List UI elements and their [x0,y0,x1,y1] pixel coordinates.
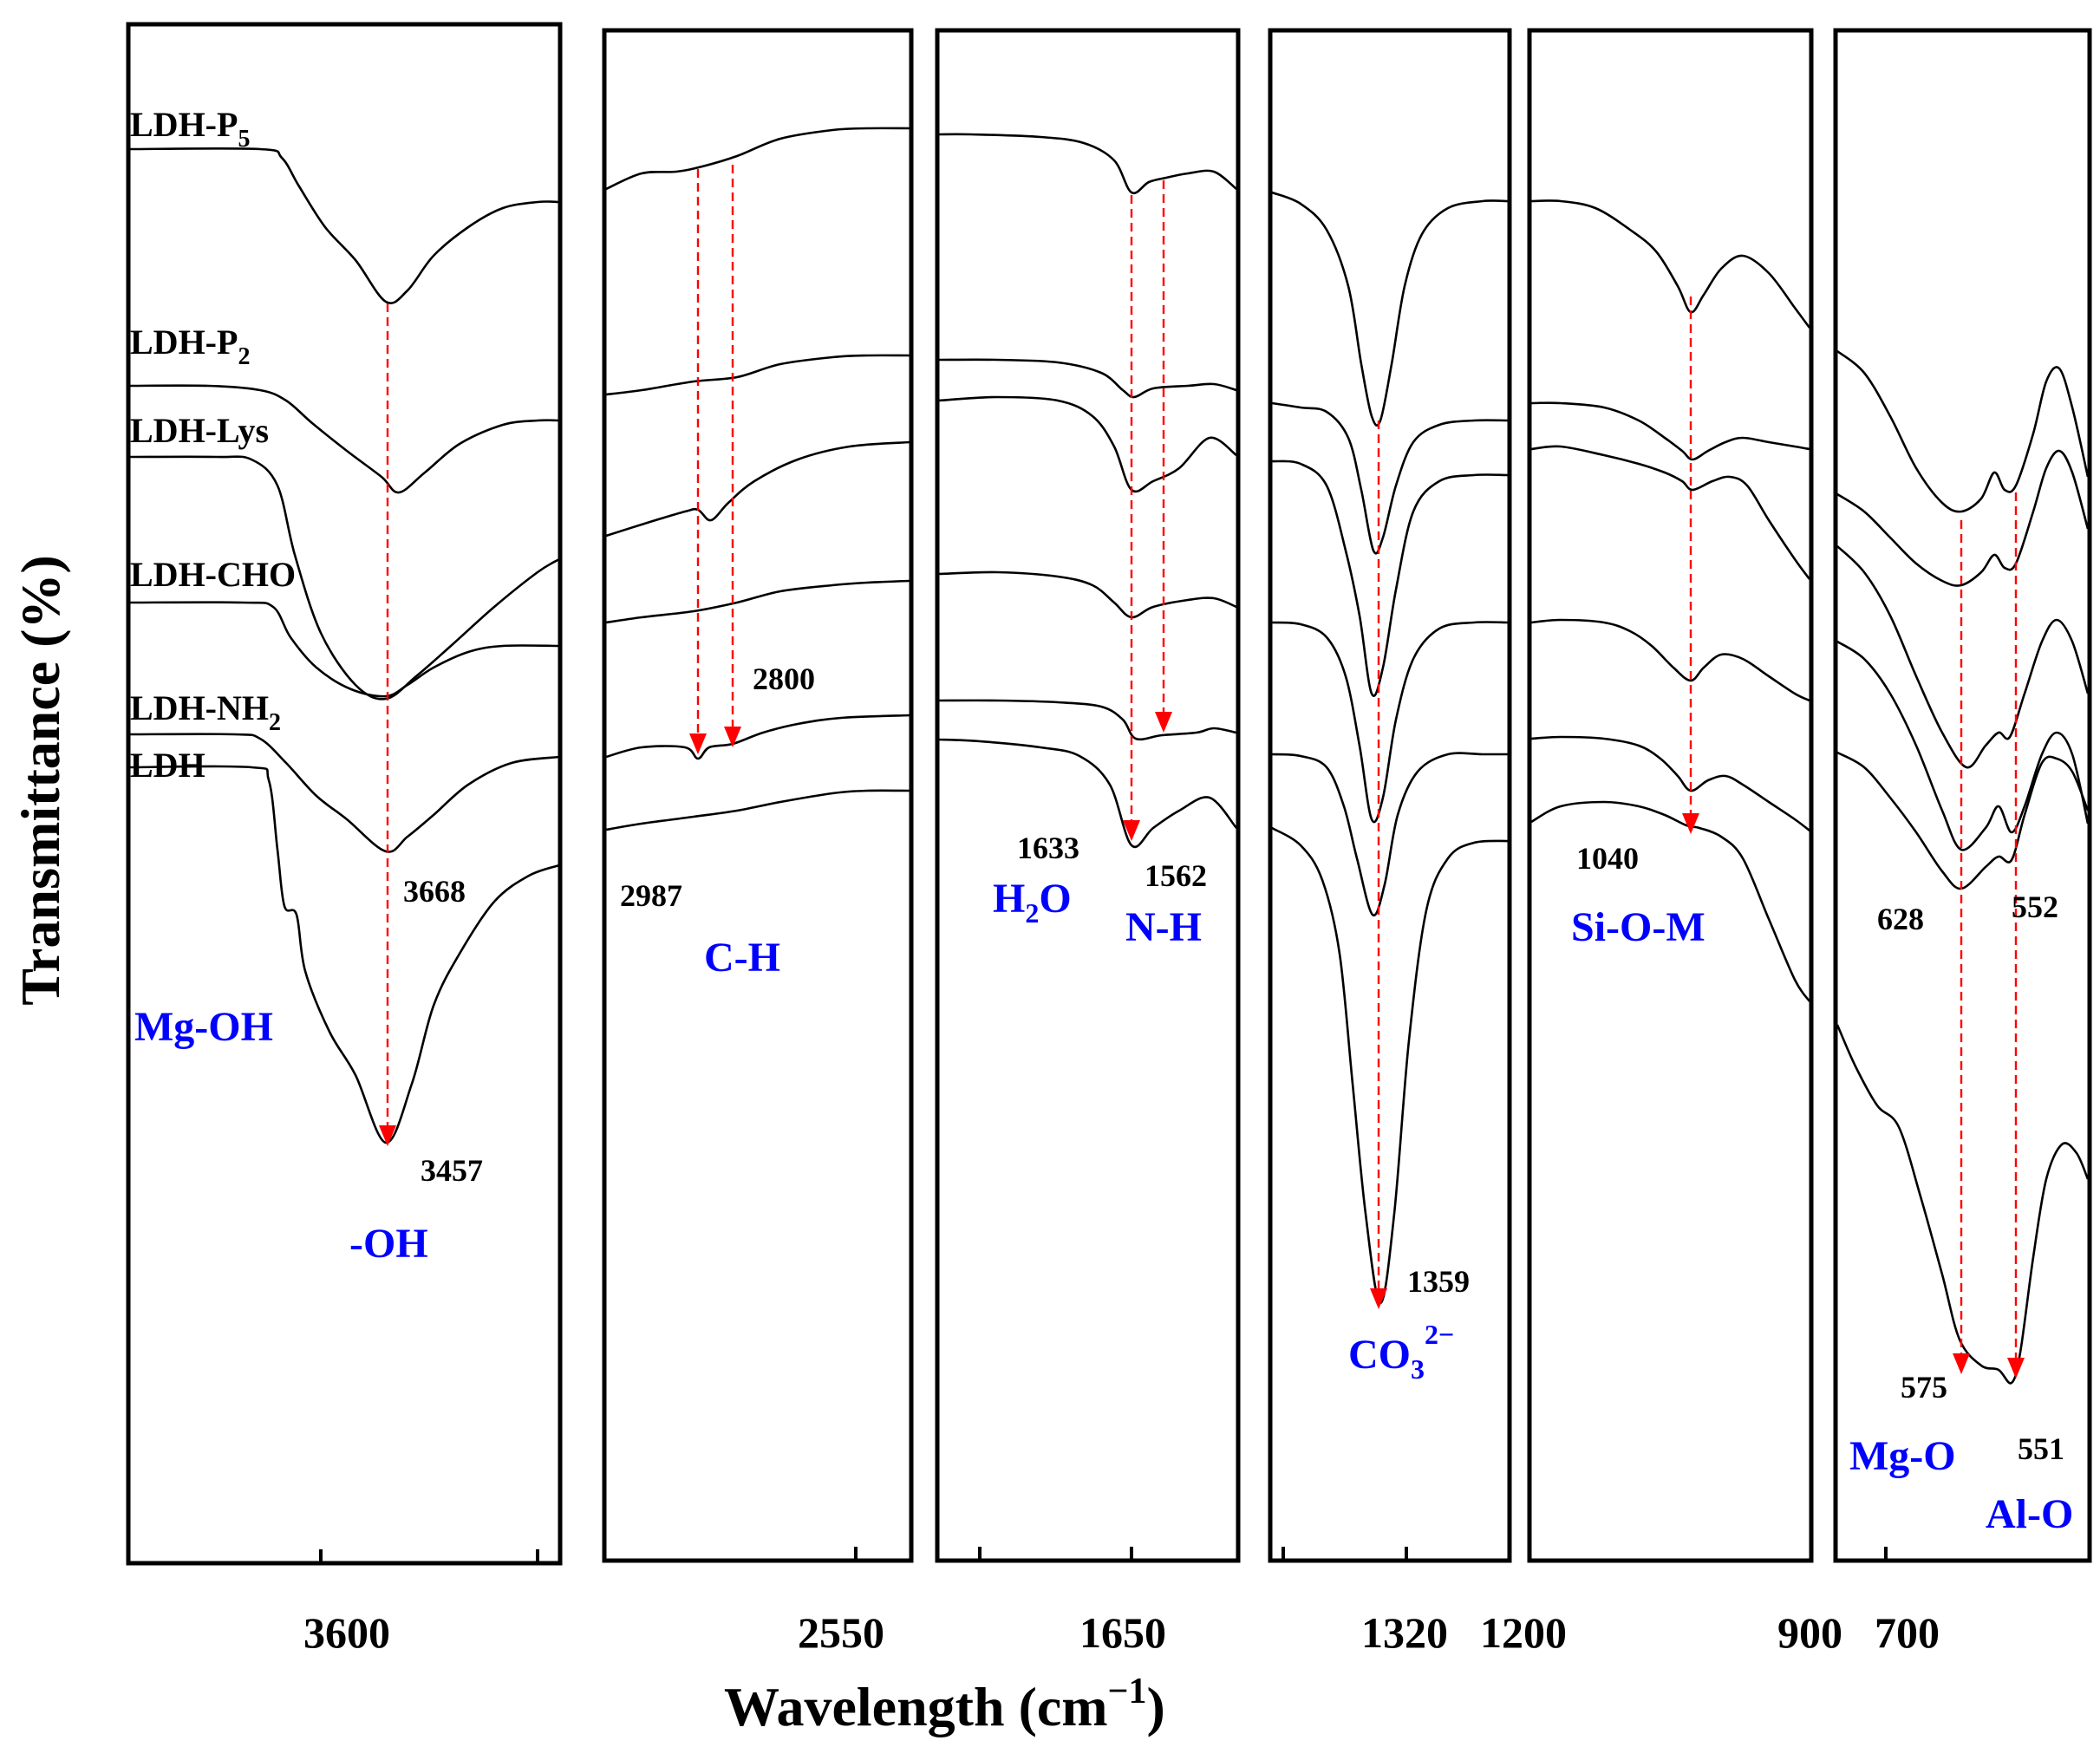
guide-arrowhead-2 [689,733,707,754]
x-tick-label-1320: 1320 [1361,1608,1448,1657]
series-label-ldh-p5: LDH-P5 [130,105,250,153]
group-label-mg-oh: Mg-OH [134,1004,273,1050]
series-label-ldh-p2: LDH-P2 [130,323,250,370]
series-label-ldh-lys: LDH-Lys [130,411,269,450]
curve-p2-ldh-lys [605,440,910,538]
peak-label-1359: 1359 [1407,1264,1470,1299]
curve-p6-ldh [1836,1024,2090,1385]
peak-label-3668: 3668 [403,874,466,909]
curve-p4-ldh-lys [1271,460,1509,697]
guide-arrowhead-9 [2007,1358,2025,1379]
curve-p4-ldh-nh2 [1271,752,1508,917]
panel-frame-6 [1833,28,2092,1563]
guide-arrowhead-4 [1123,820,1140,841]
curve-p2-ldh-cho [605,579,910,624]
guide-arrowhead-3 [724,727,741,747]
curve-p1-ldh-cho [129,601,560,698]
group-label-co3: CO32− [1348,1319,1454,1385]
guide-arrowhead-6 [1370,1288,1387,1309]
curve-p3-ldh-cho [938,570,1237,619]
curve-p5-ldh-p2 [1530,401,1810,461]
group-label-al-o: Al-O [1986,1491,2073,1537]
series-label-ldh-cho: LDH-CHO [130,555,296,594]
curve-p4-ldh-cho [1271,621,1509,824]
curve-p6-ldh-lys [1836,545,2090,769]
panel-frame-4 [1268,28,1512,1563]
curve-p5-ldh-p5 [1530,199,1811,329]
curve-p6-ldh-cho [1836,640,2090,851]
curve-p4-ldh [1271,826,1509,1305]
x-tick-label-700: 700 [1875,1608,1940,1657]
curve-p3-ldh-p2 [938,358,1237,399]
peak-label-575: 575 [1901,1370,1947,1405]
peak-label-1562: 1562 [1145,858,1207,893]
peak-label-2987: 2987 [620,878,682,913]
group-label-c-h: C-H [704,935,780,981]
x-tick-label-1650: 1650 [1079,1608,1166,1657]
peak-guides [379,165,2025,1379]
x-tick-label-1200: 1200 [1480,1608,1567,1657]
curve-p2-ldh-p2 [605,354,910,396]
curve-p1-ldh-p5 [129,147,560,304]
x-axis-title: Wavelength (cm−1) [724,1672,1165,1737]
group-label-si-o-m: Si-O-M [1571,904,1705,950]
curve-p5-ldh-cho [1530,618,1810,702]
curve-p1-ldh-lys [129,455,560,701]
panel-frame-2 [602,28,914,1563]
curve-p6-ldh-p2 [1836,449,2090,587]
group-label-oh: -OH [349,1221,428,1267]
curve-p3-ldh-p5 [938,133,1237,195]
peak-label-628: 628 [1877,902,1924,936]
group-label-h2o: H2O [993,876,1072,929]
curve-p3-ldh-lys [938,395,1237,493]
curve-p6-ldh-nh2 [1836,751,2090,890]
curve-p2-ldh [605,789,910,831]
x-tick-label-3600: 3600 [303,1608,390,1657]
curve-p5-ldh [1530,800,1811,1002]
curve-p4-ldh-p5 [1271,191,1509,427]
peak-label-551: 551 [2018,1431,2064,1466]
panel-frame-1 [126,22,563,1566]
x-tick-label-900: 900 [1777,1608,1842,1657]
guide-arrowhead-1 [379,1125,396,1146]
x-tick-label-2550: 2550 [798,1608,884,1657]
guide-arrowhead-7 [1682,813,1699,834]
curve-p1-ldh-p2 [129,384,560,494]
curve-p1-ldh [129,765,560,1144]
series-label-ldh: LDH [130,746,205,785]
axis-ticks [127,1547,1888,1563]
peak-label-1040: 1040 [1576,841,1639,876]
curve-p3-ldh-nh2 [938,699,1237,741]
curve-p1-ldh-nh2 [129,733,560,853]
group-label-mg-o: Mg-O [1849,1433,1956,1479]
curve-p2-ldh-nh2 [605,714,910,760]
curve-p3-ldh [938,738,1238,849]
peak-label-552: 552 [2012,890,2058,924]
peak-label-3457: 3457 [421,1153,483,1188]
curve-p4-ldh-p2 [1271,401,1509,555]
spectra-curves [129,127,2090,1385]
curve-p5-ldh-lys [1530,445,1811,580]
guide-arrowhead-5 [1155,712,1172,733]
y-axis-title: Transmittance (%) [10,555,71,1006]
panel-frame-3 [935,28,1241,1563]
guide-arrowhead-8 [1953,1353,1970,1374]
group-label-n-h: N-H [1125,904,1202,950]
panel-frames [126,22,2092,1566]
panel-frame-5 [1527,28,1814,1563]
curve-p6-ldh-p5 [1836,349,2090,513]
curve-p2-ldh-p5 [605,127,910,191]
peak-label-2800: 2800 [753,662,815,696]
peak-label-1633: 1633 [1017,831,1079,865]
series-label-ldh-nh2: LDH-NH2 [130,688,281,736]
